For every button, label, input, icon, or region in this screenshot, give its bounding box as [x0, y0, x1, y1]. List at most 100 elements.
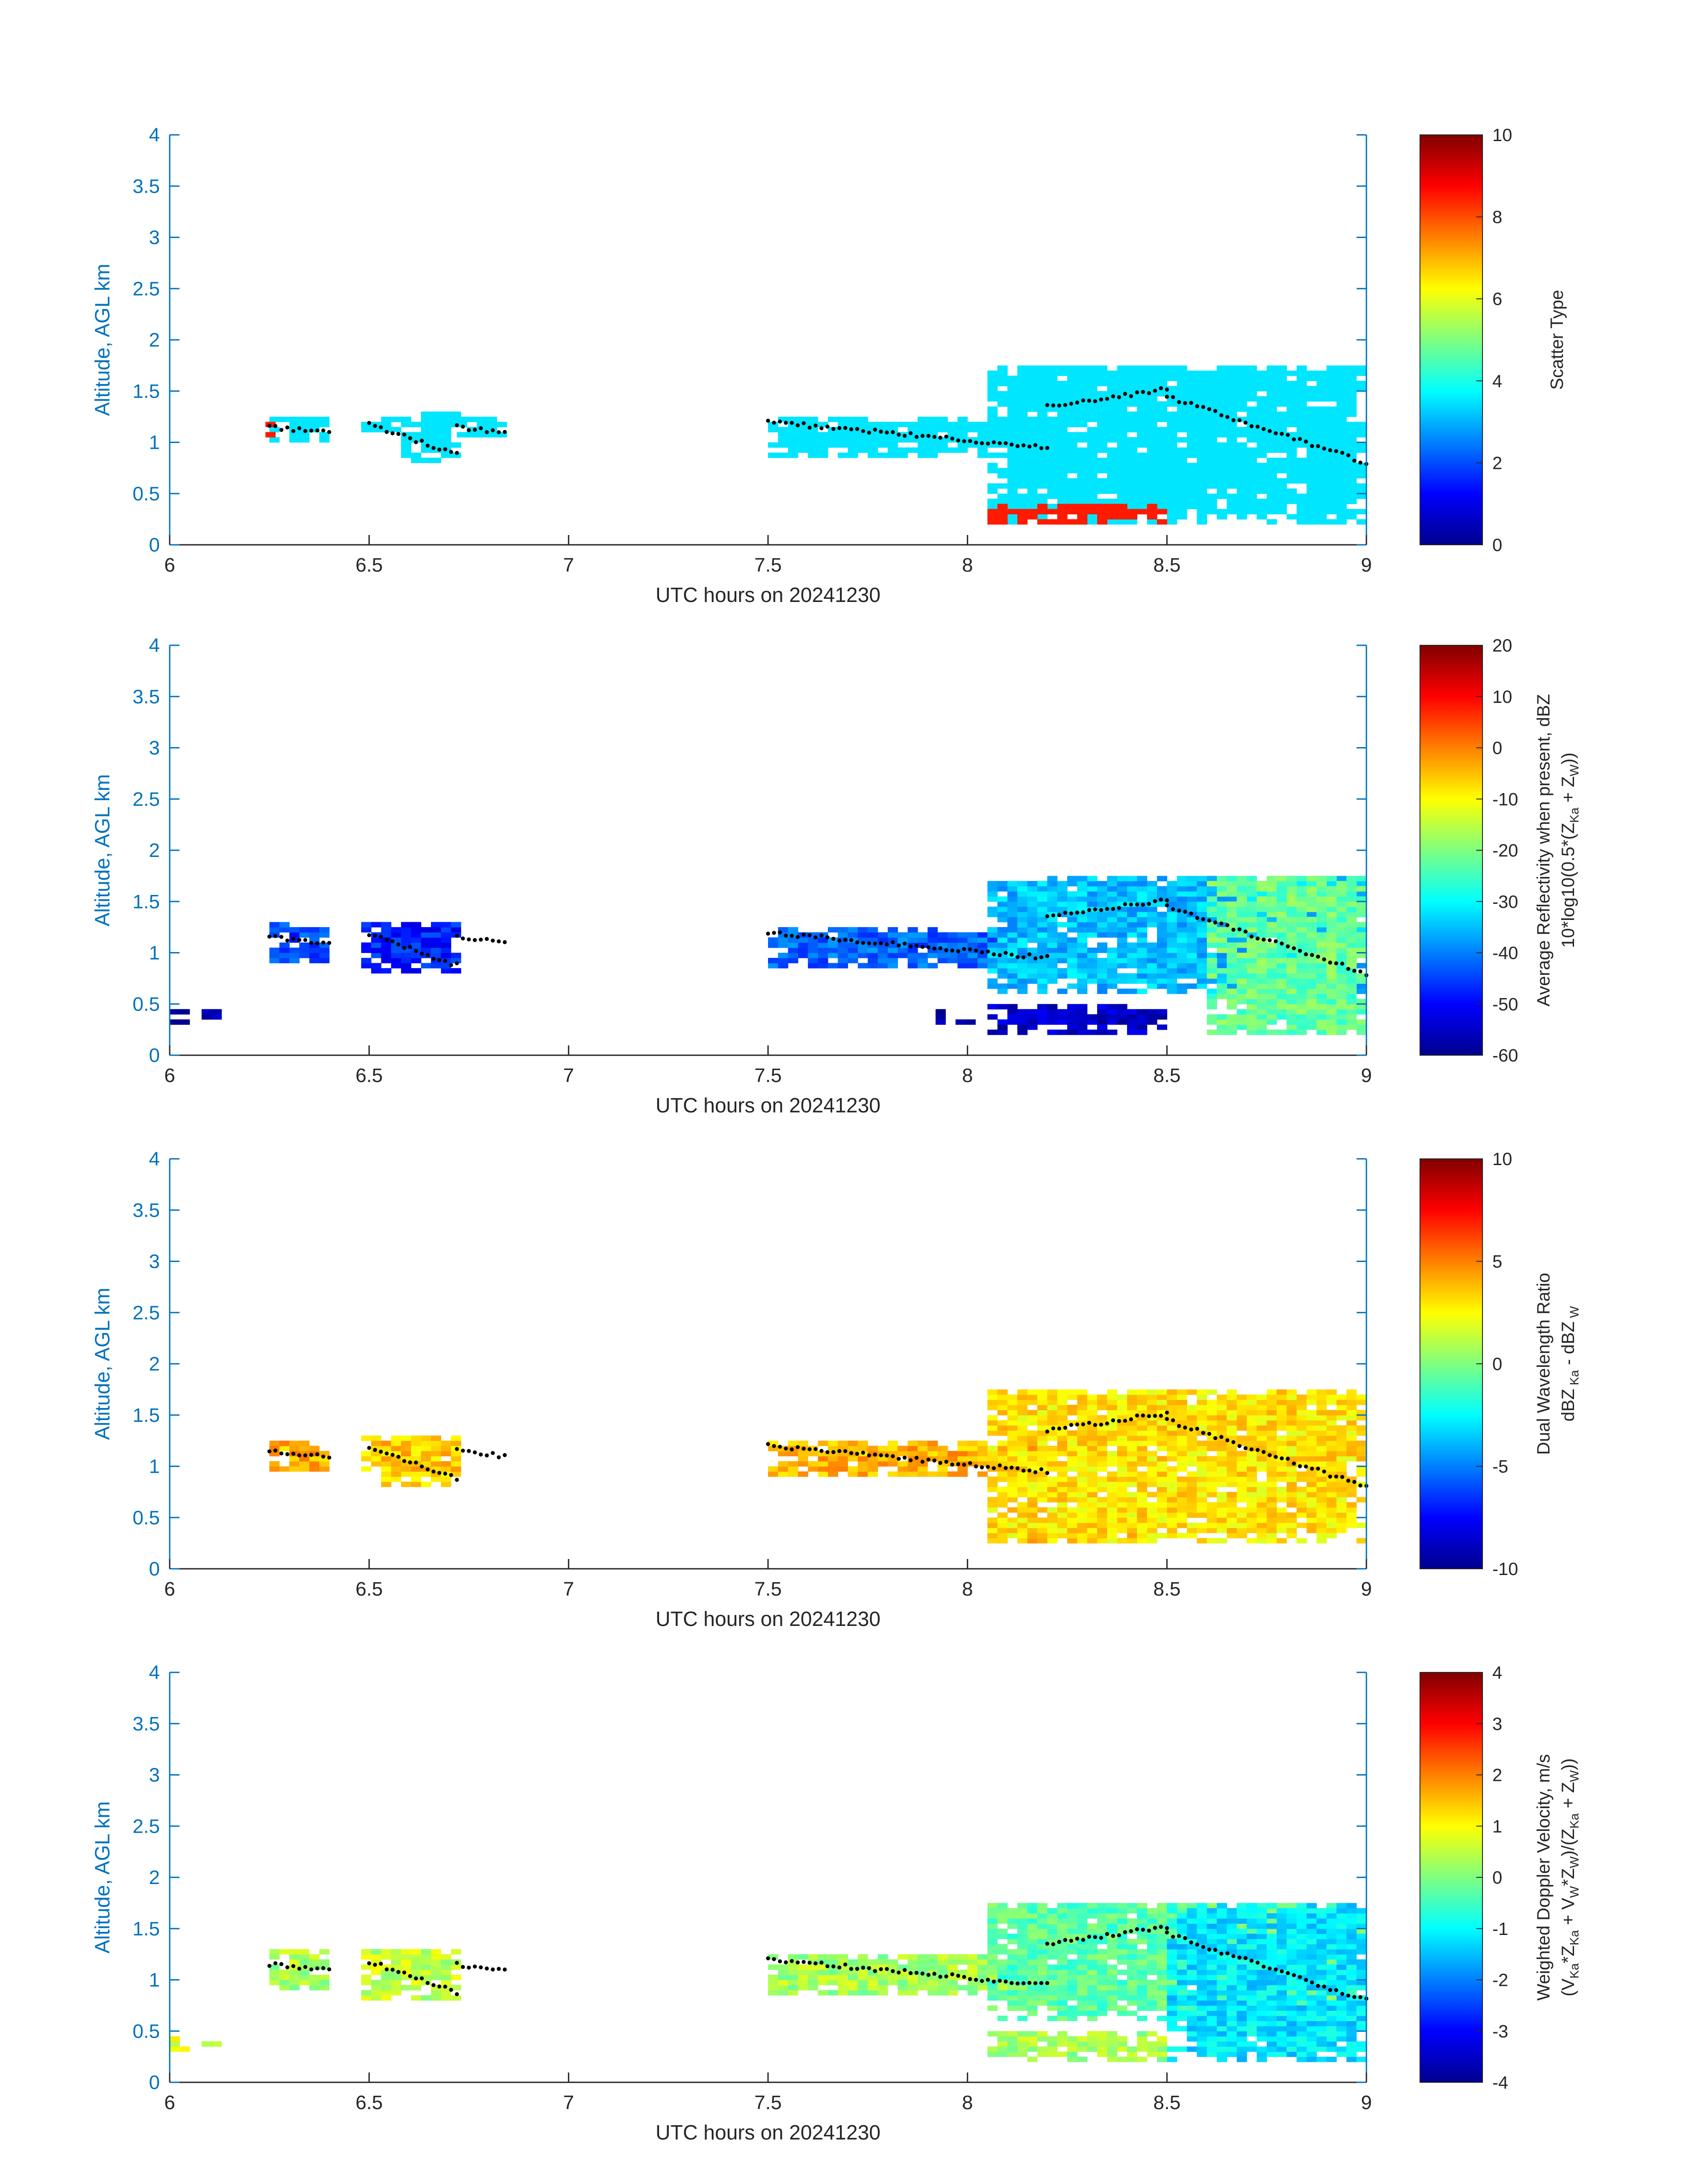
heatmap-cell [1007, 891, 1018, 897]
heatmap-cells [269, 1389, 1367, 1544]
heatmap-cell [1307, 478, 1317, 484]
heatmap-cell [1097, 380, 1107, 386]
heatmap-cell [798, 437, 808, 443]
heatmap-cell [279, 922, 290, 928]
heatmap-cell [1336, 999, 1347, 1004]
heatmap-cell [788, 1466, 798, 1472]
heatmap-cell [1227, 468, 1237, 473]
heatmap-cell [1227, 427, 1237, 433]
cloud-top-dot [778, 419, 782, 424]
heatmap-cell [431, 937, 441, 943]
heatmap-cell [838, 958, 848, 964]
heatmap-cell [1087, 457, 1098, 463]
heatmap-cell [1197, 483, 1207, 489]
x-tick-label: 9 [1361, 1065, 1372, 1086]
heatmap-cell [1326, 1430, 1337, 1436]
cloud-top-dot [426, 1467, 430, 1471]
heatmap-cell [1077, 498, 1088, 504]
heatmap-cell [1057, 463, 1068, 468]
cloud-top-dot [974, 1464, 978, 1469]
heatmap-cell [1257, 1461, 1267, 1467]
heatmap-cell [1307, 896, 1317, 902]
heatmap-cell [1307, 417, 1317, 422]
heatmap-cell [1157, 942, 1167, 948]
heatmap-cell [1247, 901, 1257, 907]
heatmap-cell [987, 509, 998, 514]
heatmap-cell [391, 1954, 401, 1960]
heatmap-cell [1207, 380, 1217, 386]
heatmap-cell [828, 953, 838, 958]
heatmap-cell [1187, 876, 1197, 882]
heatmap-cell [1017, 498, 1028, 504]
heatmap-cell [487, 432, 497, 438]
heatmap-cell [1227, 937, 1237, 943]
heatmap-cell [1277, 963, 1287, 969]
heatmap-cell [1207, 437, 1217, 443]
heatmap-cell [1217, 876, 1227, 882]
heatmap-cell [1326, 963, 1337, 969]
heatmap-cell [1257, 1029, 1267, 1035]
heatmap-cell [1037, 917, 1048, 923]
heatmap-cell [1027, 422, 1038, 427]
cloud-top-dot [789, 1447, 794, 1452]
heatmap-cell [1097, 1394, 1107, 1400]
heatmap-cell [1097, 483, 1107, 489]
heatmap-cell [1326, 911, 1337, 917]
heatmap-cell [1007, 881, 1018, 886]
heatmap-cell [1286, 1024, 1297, 1030]
heatmap-cell [1277, 370, 1287, 376]
heatmap-cell [1296, 1430, 1307, 1436]
heatmap-cell [768, 1441, 778, 1446]
heatmap-cell [1037, 942, 1048, 948]
heatmap-cell [927, 937, 938, 943]
heatmap-cell [1077, 1471, 1088, 1477]
heatmap-cell [1316, 509, 1327, 514]
cloud-top-dot [1316, 1467, 1320, 1471]
heatmap-cell [1207, 498, 1217, 504]
heatmap-cell [868, 447, 878, 453]
heatmap-cell [1167, 886, 1178, 892]
heatmap-cell [269, 1451, 280, 1457]
cloud-top-dot [367, 933, 372, 937]
cloud-top-dot [315, 1452, 319, 1457]
heatmap-cell [1247, 468, 1257, 473]
heatmap-cell [1217, 1446, 1227, 1451]
heatmap-cell [1197, 370, 1207, 376]
heatmap-cell [1007, 1456, 1018, 1462]
heatmap-cell [1017, 907, 1028, 912]
heatmap-cell [1027, 1394, 1038, 1400]
heatmap-cell [1067, 1024, 1077, 1030]
cloud-top-dot [1213, 920, 1218, 925]
heatmap-cell [1047, 1497, 1058, 1503]
heatmap-cell [1236, 1522, 1247, 1528]
heatmap-cell [1296, 468, 1307, 473]
cloud-top-dot [1069, 1423, 1073, 1427]
heatmap-cell [1277, 1492, 1287, 1497]
heatmap-cell [868, 1446, 878, 1451]
cloud-top-dot [396, 432, 401, 436]
heatmap-cell [1007, 1019, 1018, 1025]
colorbar-tick-label: 10 [1492, 1149, 1512, 1169]
cloud-top-dot [796, 1445, 800, 1450]
heatmap-cell [907, 1471, 918, 1477]
heatmap-cell [1236, 1471, 1247, 1477]
cloud-top-dot [992, 1466, 996, 1471]
heatmap-cell [1127, 1019, 1137, 1025]
cloud-top-dot [1189, 911, 1193, 916]
heatmap-cell [1236, 1476, 1247, 1482]
heatmap-cell [1107, 973, 1118, 979]
heatmap-cell [1117, 1481, 1128, 1487]
heatmap-cell [1346, 427, 1357, 433]
heatmap-cell [1037, 1394, 1048, 1400]
heatmap-cell [1007, 973, 1018, 979]
heatmap-cell [818, 953, 828, 958]
heatmap-cell [1177, 1451, 1187, 1457]
heatmap-cell [1147, 1471, 1157, 1477]
heatmap-cell [1257, 1009, 1267, 1015]
cloud-top-dot [1123, 1419, 1127, 1423]
heatmap-cell [371, 1451, 381, 1457]
heatmap-cell [948, 937, 958, 943]
heatmap-cell [1117, 891, 1128, 897]
heatmap-cell [1227, 370, 1237, 376]
heatmap-cell [987, 1014, 998, 1020]
